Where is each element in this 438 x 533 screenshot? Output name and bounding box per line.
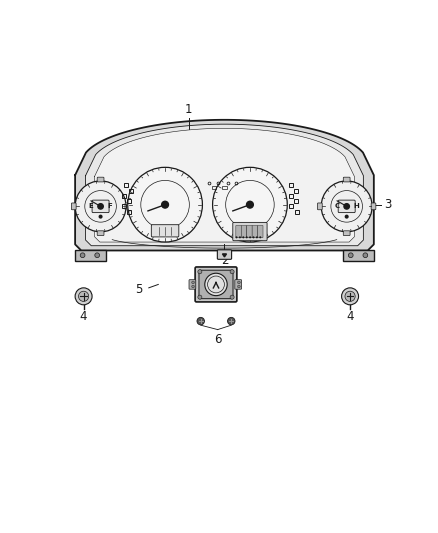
- Circle shape: [162, 201, 169, 208]
- Text: C: C: [335, 204, 340, 209]
- Circle shape: [342, 288, 359, 305]
- Circle shape: [236, 236, 237, 238]
- FancyBboxPatch shape: [75, 250, 106, 261]
- Circle shape: [78, 291, 88, 302]
- Bar: [212, 187, 216, 189]
- Circle shape: [259, 236, 261, 238]
- FancyBboxPatch shape: [236, 225, 241, 238]
- FancyBboxPatch shape: [217, 250, 232, 260]
- Text: 1: 1: [185, 103, 193, 116]
- Text: 2: 2: [221, 254, 228, 267]
- FancyBboxPatch shape: [195, 267, 237, 302]
- FancyBboxPatch shape: [189, 280, 196, 289]
- FancyBboxPatch shape: [233, 222, 267, 241]
- FancyBboxPatch shape: [97, 231, 104, 236]
- FancyBboxPatch shape: [241, 225, 247, 238]
- Polygon shape: [223, 254, 226, 257]
- Polygon shape: [85, 124, 364, 246]
- Text: E: E: [89, 204, 93, 209]
- Text: 5: 5: [135, 283, 142, 296]
- FancyBboxPatch shape: [371, 203, 376, 210]
- FancyBboxPatch shape: [252, 225, 258, 238]
- Circle shape: [230, 270, 234, 274]
- Circle shape: [192, 281, 194, 284]
- Circle shape: [99, 215, 102, 219]
- Circle shape: [344, 204, 350, 209]
- FancyBboxPatch shape: [343, 250, 374, 261]
- Circle shape: [212, 167, 287, 242]
- Polygon shape: [95, 128, 354, 242]
- Circle shape: [256, 236, 258, 238]
- Circle shape: [75, 288, 92, 305]
- FancyBboxPatch shape: [338, 200, 355, 213]
- FancyBboxPatch shape: [258, 225, 263, 238]
- Circle shape: [192, 285, 194, 288]
- Circle shape: [128, 167, 202, 242]
- FancyBboxPatch shape: [92, 200, 109, 213]
- Circle shape: [197, 317, 205, 325]
- FancyBboxPatch shape: [199, 270, 233, 298]
- Circle shape: [237, 281, 240, 284]
- FancyBboxPatch shape: [71, 203, 76, 210]
- Circle shape: [247, 201, 253, 208]
- FancyBboxPatch shape: [318, 203, 322, 210]
- Circle shape: [98, 204, 103, 209]
- FancyBboxPatch shape: [247, 225, 252, 238]
- Circle shape: [252, 236, 254, 238]
- FancyBboxPatch shape: [235, 280, 242, 289]
- Circle shape: [237, 285, 240, 288]
- Circle shape: [230, 295, 234, 299]
- Text: 3: 3: [385, 198, 392, 211]
- Circle shape: [198, 295, 202, 299]
- Text: 4: 4: [346, 310, 354, 323]
- Bar: [223, 187, 226, 189]
- Circle shape: [75, 181, 126, 232]
- FancyBboxPatch shape: [151, 225, 179, 237]
- Circle shape: [242, 236, 244, 238]
- Text: 4: 4: [80, 310, 87, 323]
- Circle shape: [246, 236, 248, 238]
- Circle shape: [249, 236, 251, 238]
- Text: H: H: [353, 204, 359, 209]
- Text: F: F: [108, 204, 113, 209]
- Circle shape: [227, 317, 235, 325]
- Text: 6: 6: [214, 333, 222, 346]
- Circle shape: [345, 215, 349, 219]
- Circle shape: [198, 270, 202, 274]
- FancyBboxPatch shape: [343, 231, 350, 236]
- Polygon shape: [75, 120, 374, 251]
- FancyBboxPatch shape: [97, 177, 104, 182]
- Circle shape: [80, 253, 85, 257]
- FancyBboxPatch shape: [343, 177, 350, 182]
- Circle shape: [363, 253, 368, 257]
- Circle shape: [239, 236, 241, 238]
- Circle shape: [95, 253, 99, 257]
- Circle shape: [348, 253, 353, 257]
- Circle shape: [321, 181, 372, 232]
- Circle shape: [205, 273, 227, 296]
- Circle shape: [345, 291, 355, 302]
- FancyBboxPatch shape: [125, 203, 130, 210]
